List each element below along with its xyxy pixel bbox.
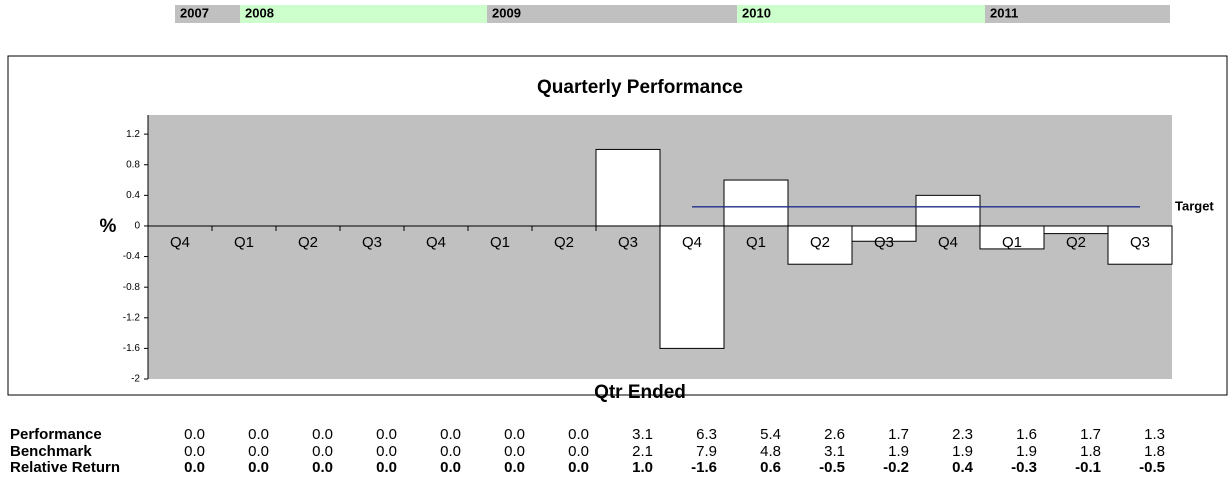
y-axis-title: % [100,216,117,237]
y-tick-label: -0.4 [123,251,141,262]
year-label: 2010 [742,5,771,20]
table-value: -0.5 [1139,459,1165,476]
table-value: 0.0 [312,443,333,460]
table-value: 2.6 [824,426,845,443]
x-tick-label: Q3 [874,234,894,251]
year-band [985,5,1170,23]
x-tick-label: Q3 [1130,234,1150,251]
y-tick-label: 0.8 [126,159,140,170]
table-value: 2.1 [632,443,653,460]
x-tick-label: Q4 [426,234,446,251]
x-tick-label: Q1 [746,234,766,251]
x-tick-label: Q2 [554,234,574,251]
table-value: 1.0 [632,459,653,476]
x-tick-label: Q1 [1002,234,1022,251]
table-value: 0.0 [184,459,205,476]
y-tick-label: -2 [131,374,140,385]
table-value: 0.0 [248,459,269,476]
x-tick-label: Q1 [490,234,510,251]
table-value: 0.0 [376,443,397,460]
year-band [175,5,240,23]
table-value: 0.0 [312,426,333,443]
table-value: 7.9 [696,443,717,460]
y-tick-label: -1.6 [123,343,141,354]
table-value: 1.9 [952,443,973,460]
year-label: 2008 [245,5,274,20]
bar [1043,225,1109,235]
table-value: 1.6 [1016,426,1037,443]
row-label: Performance [10,426,102,443]
table-value: 2.3 [952,426,973,443]
year-label: 2007 [180,5,209,20]
bar [595,148,661,227]
bar [723,179,789,227]
table-value: 0.0 [184,426,205,443]
table-value: 0.0 [248,426,269,443]
table-value: 0.0 [312,459,333,476]
y-tick-label: -0.8 [123,282,141,293]
table-value: 1.7 [1080,426,1101,443]
table-value: 1.3 [1144,426,1165,443]
table-value: 0.0 [504,443,525,460]
table-value: -0.5 [819,459,845,476]
x-tick-label: Q2 [1066,234,1086,251]
table-value: 6.3 [696,426,717,443]
x-tick-label: Q1 [234,234,254,251]
table-value: -0.2 [883,459,909,476]
y-tick-label: 0.4 [126,190,140,201]
table-value: 0.0 [504,426,525,443]
x-tick-label: Q2 [298,234,318,251]
y-tick-label: 1.2 [126,129,140,140]
year-band [737,5,985,23]
x-tick-label: Q4 [938,234,958,251]
x-tick-label: Q3 [618,234,638,251]
table-value: 0.0 [568,459,589,476]
series-label: Target [1175,198,1214,213]
table-value: -1.6 [691,459,717,476]
bar [1107,225,1173,265]
table-value: 0.4 [952,459,974,476]
table-value: 0.0 [184,443,205,460]
table-value: 3.1 [824,443,845,460]
table-value: 0.0 [440,426,461,443]
table-value: 1.7 [888,426,909,443]
table-value: 1.9 [888,443,909,460]
row-label: Relative Return [10,459,120,476]
table-value: 0.0 [440,459,461,476]
table-value: 0.0 [504,459,525,476]
row-label: Benchmark [10,443,92,460]
y-tick-label: -1.2 [123,312,141,323]
table-value: 0.0 [248,443,269,460]
table-value: 0.0 [376,426,397,443]
x-tick-label: Q2 [810,234,830,251]
table-value: -0.1 [1075,459,1101,476]
x-tick-label: Q4 [682,234,702,251]
table-value: 0.6 [760,459,781,476]
year-label: 2011 [990,5,1018,20]
x-axis-title: Qtr Ended [594,382,686,403]
x-tick-label: Q4 [170,234,190,251]
year-label: 2009 [492,5,521,20]
year-band [487,5,737,23]
table-value: 0.0 [568,443,589,460]
year-band [240,5,487,23]
table-value: 0.0 [568,426,589,443]
y-tick-label: 0 [134,221,140,232]
table-value: 3.1 [632,426,653,443]
chart-title: Quarterly Performance [537,77,743,98]
table-value: 1.8 [1144,443,1165,460]
table-value: 1.9 [1016,443,1037,460]
table-value: 0.0 [376,459,397,476]
bar [915,194,981,227]
table-value: 0.0 [440,443,461,460]
table-value: 4.8 [760,443,781,460]
table-value: 1.8 [1080,443,1101,460]
x-tick-label: Q3 [362,234,382,251]
table-value: -0.3 [1011,459,1037,476]
table-value: 5.4 [760,426,781,443]
